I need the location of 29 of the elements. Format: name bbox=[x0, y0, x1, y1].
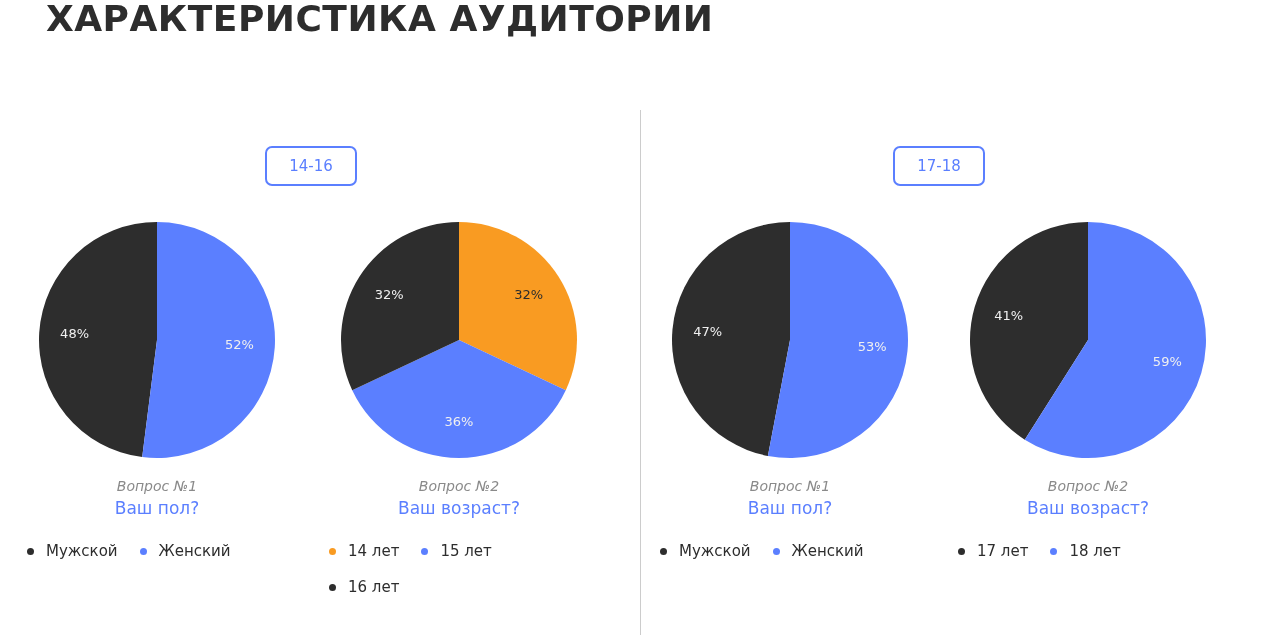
data-label: 41% bbox=[994, 308, 1024, 324]
legend-label: 14 лет bbox=[348, 542, 400, 560]
legend-label: 18 лет bbox=[1069, 542, 1121, 560]
text: Вопрос №2 bbox=[1046, 478, 1130, 494]
data-label: 59% bbox=[1152, 354, 1182, 370]
data-label: 48% bbox=[60, 326, 90, 342]
text: 14-16 bbox=[265, 146, 357, 186]
text: ХАРАКТЕРИСТИКА АУДИТОРИИ bbox=[46, 0, 714, 39]
legend-label: 15 лет bbox=[440, 542, 492, 560]
data-label: 47% bbox=[693, 323, 723, 339]
text: Ваш возраст? bbox=[1026, 498, 1150, 518]
text: Ваш пол? bbox=[113, 498, 201, 518]
text: Вопрос №1 bbox=[748, 478, 832, 494]
legend-label: Мужской bbox=[46, 542, 118, 560]
legend-label: Мужской bbox=[679, 542, 751, 560]
legend-label: 16 лет bbox=[348, 578, 400, 596]
legend-label: Женский bbox=[158, 542, 231, 560]
text: Ваш возраст? bbox=[397, 498, 521, 518]
text: Вопрос №2 bbox=[417, 478, 501, 494]
data-label: 52% bbox=[224, 336, 254, 352]
text: Ваш пол? bbox=[746, 498, 834, 518]
data-label: 53% bbox=[857, 339, 887, 355]
text: Вопрос №1 bbox=[115, 478, 199, 494]
legend-label: Женский bbox=[791, 542, 864, 560]
legend-label: 17 лет bbox=[977, 542, 1029, 560]
data-label: 32% bbox=[374, 287, 404, 303]
text: 17-18 bbox=[893, 146, 985, 186]
data-label: 32% bbox=[514, 287, 544, 303]
data-label: 36% bbox=[444, 413, 474, 429]
